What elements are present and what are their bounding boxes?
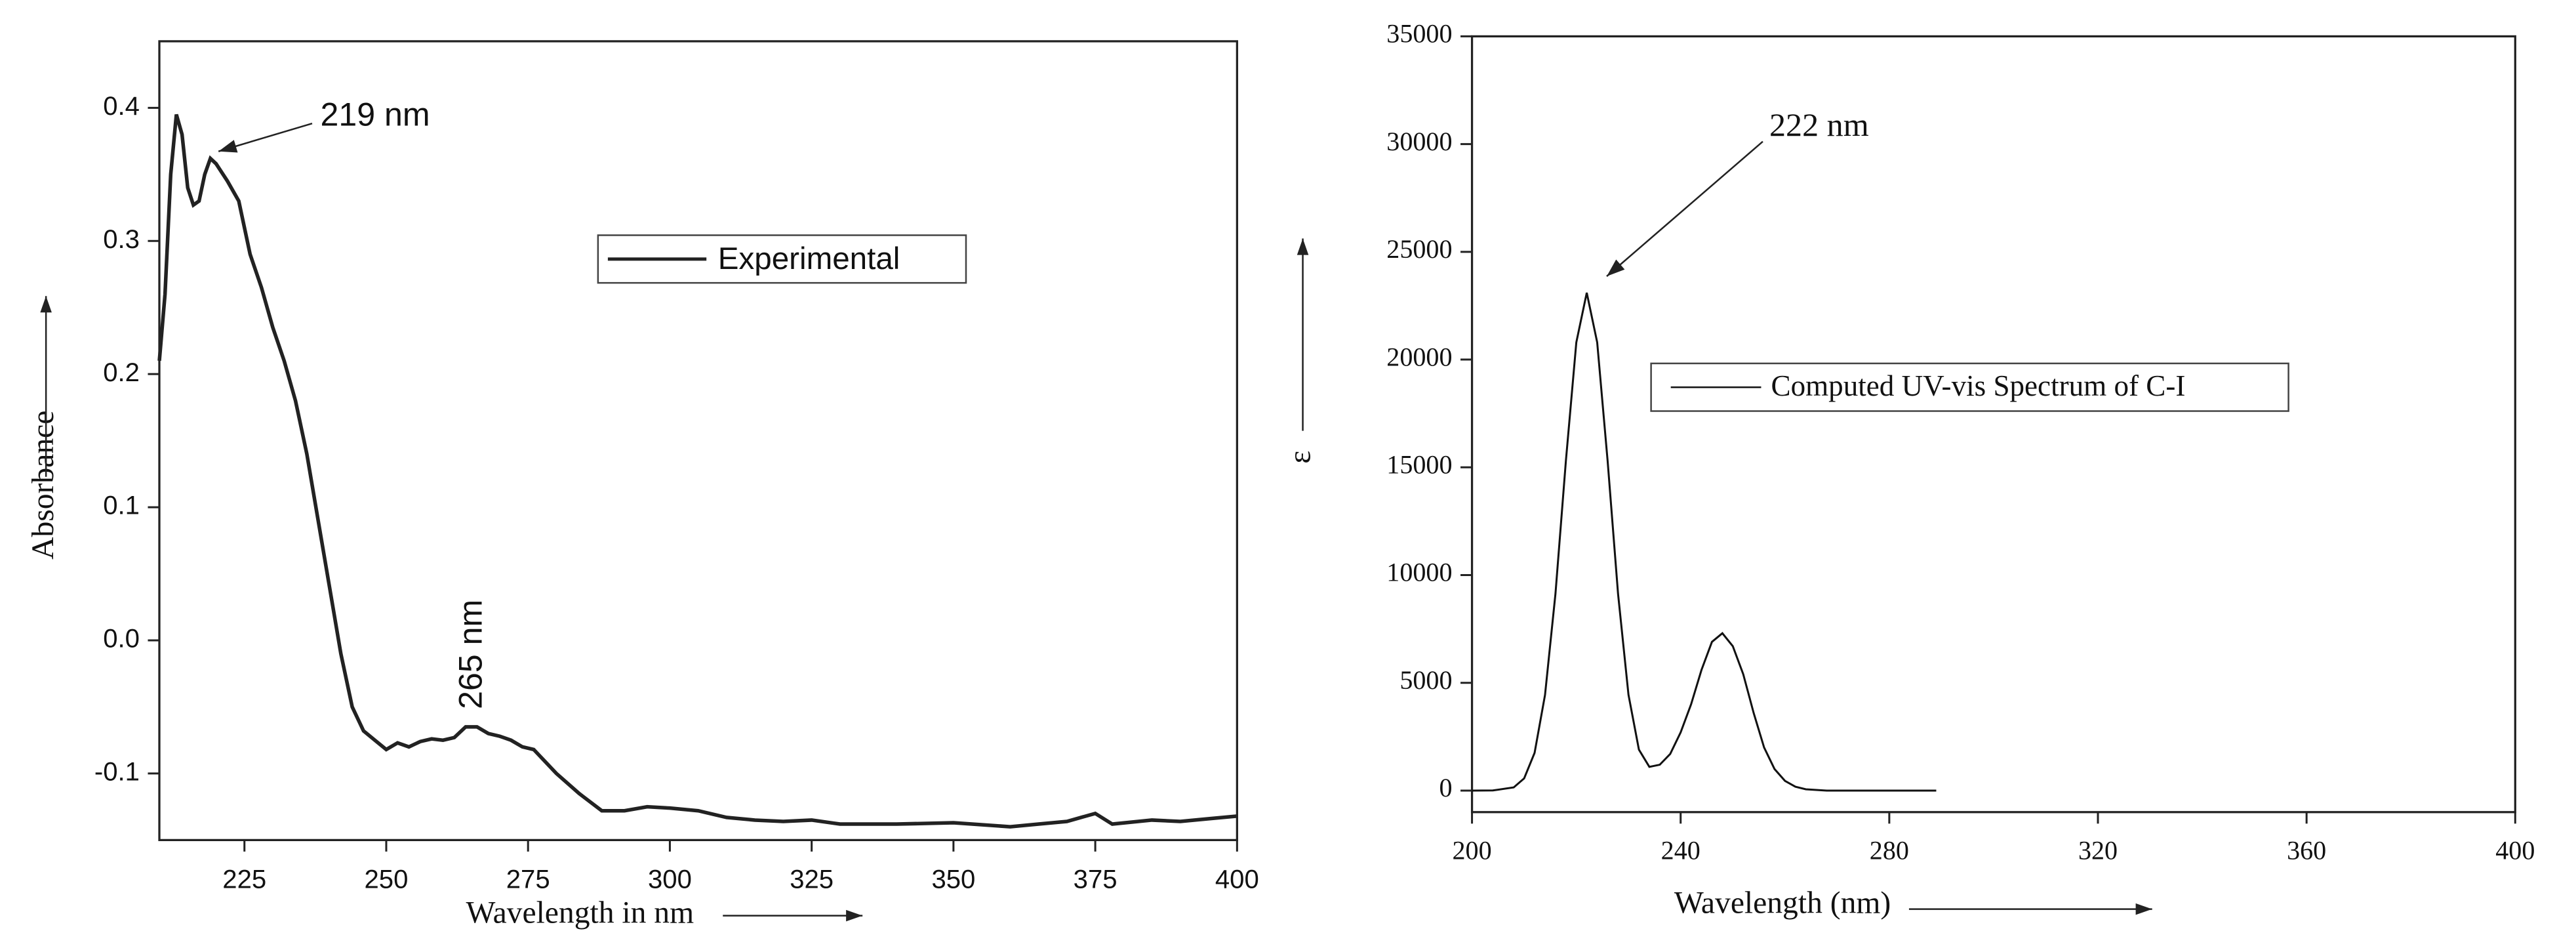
- legend-label: Computed UV-vis Spectrum of C-I: [1771, 369, 2186, 402]
- x-tick-label: 375: [1074, 865, 1117, 894]
- x-tick-label: 350: [931, 865, 975, 894]
- y-tick-label: -0.1: [94, 758, 140, 787]
- x-tick-label: 200: [1453, 836, 1492, 865]
- annotation: 219 nm: [320, 96, 430, 133]
- y-tick-label: 20000: [1386, 342, 1452, 371]
- y-axis-title: Absorbance: [26, 411, 60, 560]
- x-tick-label: 400: [1215, 865, 1259, 894]
- x-axis-title: Wavelength in nm: [466, 896, 694, 930]
- x-tick-label: 320: [2078, 836, 2118, 865]
- plot-frame: [1470, 35, 2516, 814]
- x-tick-label: 400: [2495, 836, 2535, 865]
- series-line: [157, 114, 1238, 829]
- arrow-head: [2135, 903, 2152, 915]
- x-tick-label: 240: [1661, 836, 1701, 865]
- arrow-head: [218, 140, 238, 153]
- x-tick-label: 300: [648, 865, 692, 894]
- y-tick-label: 35000: [1386, 19, 1452, 49]
- arrow-head: [846, 909, 863, 922]
- y-tick-label: 30000: [1386, 127, 1452, 156]
- series-line: [1472, 292, 1937, 792]
- y-tick-label: 0.1: [103, 491, 140, 520]
- y-tick-label: 25000: [1386, 234, 1452, 264]
- x-tick-label: 250: [365, 865, 409, 894]
- annotation-arrow: [1606, 140, 1763, 278]
- y-tick-label: 0.4: [103, 92, 140, 121]
- legend-label: Experimental: [718, 241, 900, 276]
- x-tick-label: 225: [222, 865, 266, 894]
- chart-left: -0.1 0.0 0.1 0.2 0.3 0.4 225 250 275 300 325 350 375…: [26, 40, 1259, 930]
- y-tick-label: 0.3: [103, 225, 140, 254]
- y-tick-label: 0.2: [103, 358, 140, 387]
- arrow-head: [1606, 259, 1625, 277]
- x-tick-label: 360: [2287, 836, 2326, 865]
- y-tick-label: 5000: [1399, 665, 1452, 695]
- annotation: 265 nm: [453, 600, 489, 709]
- x-tick-label: 280: [1870, 836, 1909, 865]
- arrow-head: [40, 296, 52, 313]
- y-tick-label: 10000: [1386, 558, 1452, 587]
- plot-frame: [158, 40, 1238, 842]
- y-tick-label: 15000: [1386, 449, 1452, 479]
- chart-right: 0 5000 10000 15000 20000 25000 30000 35000 200 24…: [1283, 19, 2535, 921]
- y-axis-title: ε: [1283, 451, 1317, 464]
- x-tick-label: 325: [790, 865, 834, 894]
- annotation: 222 nm: [1769, 106, 1869, 143]
- y-tick-label: 0.0: [103, 625, 140, 653]
- x-axis-title: Wavelength (nm): [1674, 886, 1891, 921]
- y-tick-label: 0: [1439, 773, 1452, 802]
- x-tick-label: 275: [506, 865, 550, 894]
- arrow-head: [1297, 238, 1309, 255]
